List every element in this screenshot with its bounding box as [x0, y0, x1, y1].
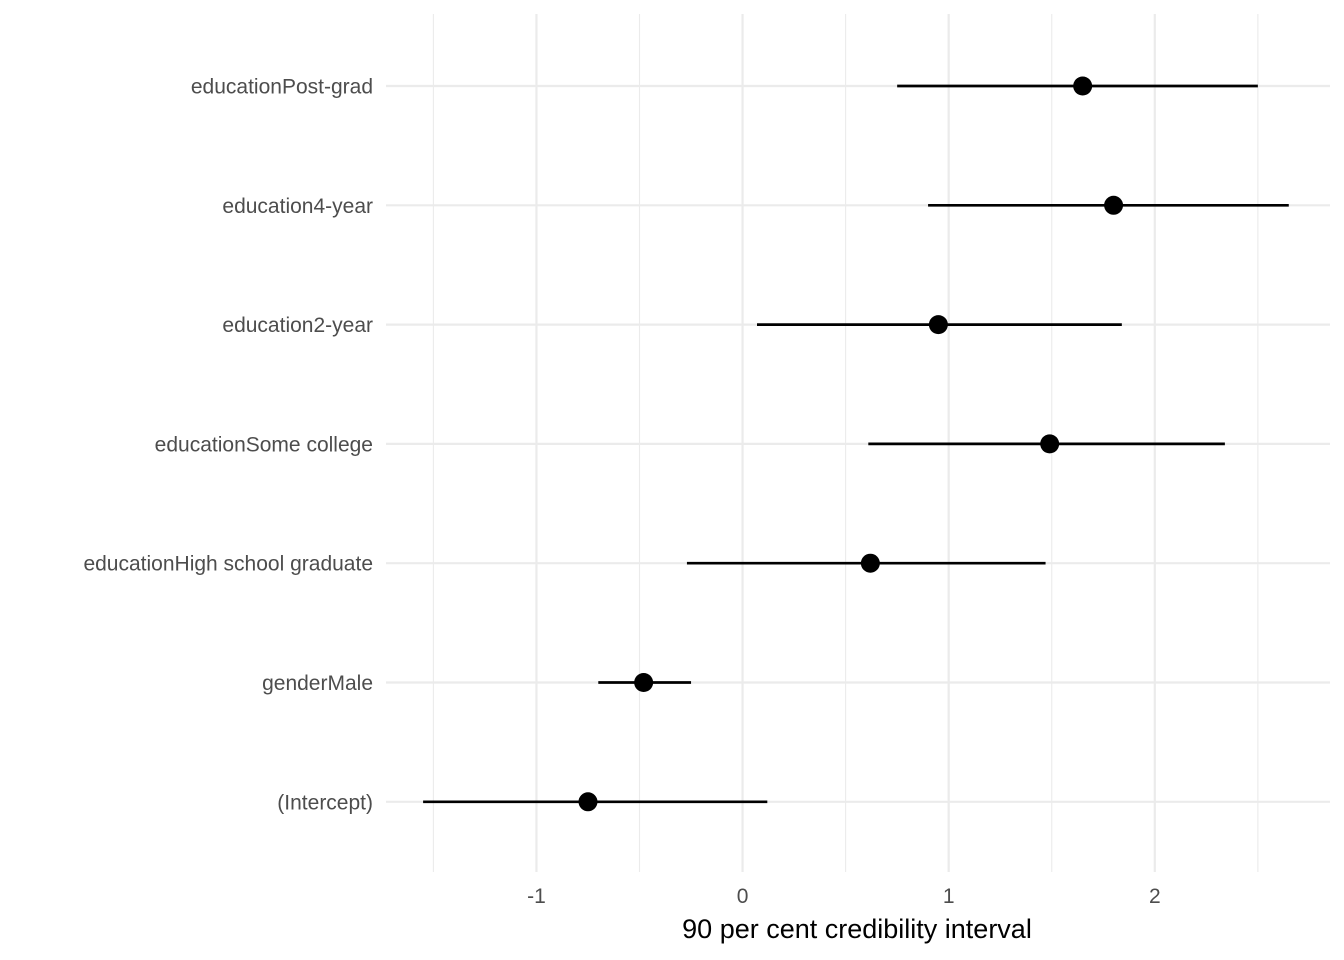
point-estimates: [578, 76, 1124, 812]
x-tick-label: -1: [527, 885, 546, 908]
y-tick-label: education4-year: [222, 195, 373, 218]
x-axis-tick-labels: -1 0 1 2: [527, 885, 1161, 908]
point-estimate: [860, 553, 880, 573]
point-estimate: [634, 673, 654, 692]
x-tick-label: 0: [737, 885, 749, 908]
x-tick-label: 1: [943, 885, 955, 908]
y-axis-tick-labels: educationPost-grad education4-year educati…: [83, 76, 373, 815]
point-estimate: [1073, 76, 1093, 96]
y-tick-label: (Intercept): [277, 791, 373, 814]
y-tick-label: educationPost-grad: [191, 76, 373, 99]
x-axis-label: 90 per cent credibility interval: [682, 914, 1032, 944]
y-tick-label: education2-year: [222, 314, 373, 337]
point-estimate: [1040, 434, 1060, 454]
y-tick-label: genderMale: [262, 672, 373, 695]
point-estimate: [928, 315, 948, 335]
point-estimate: [578, 792, 598, 812]
point-estimate: [1104, 195, 1124, 215]
x-tick-label: 2: [1149, 885, 1161, 908]
y-tick-label: educationHigh school graduate: [83, 553, 373, 576]
y-tick-label: educationSome college: [155, 433, 373, 456]
